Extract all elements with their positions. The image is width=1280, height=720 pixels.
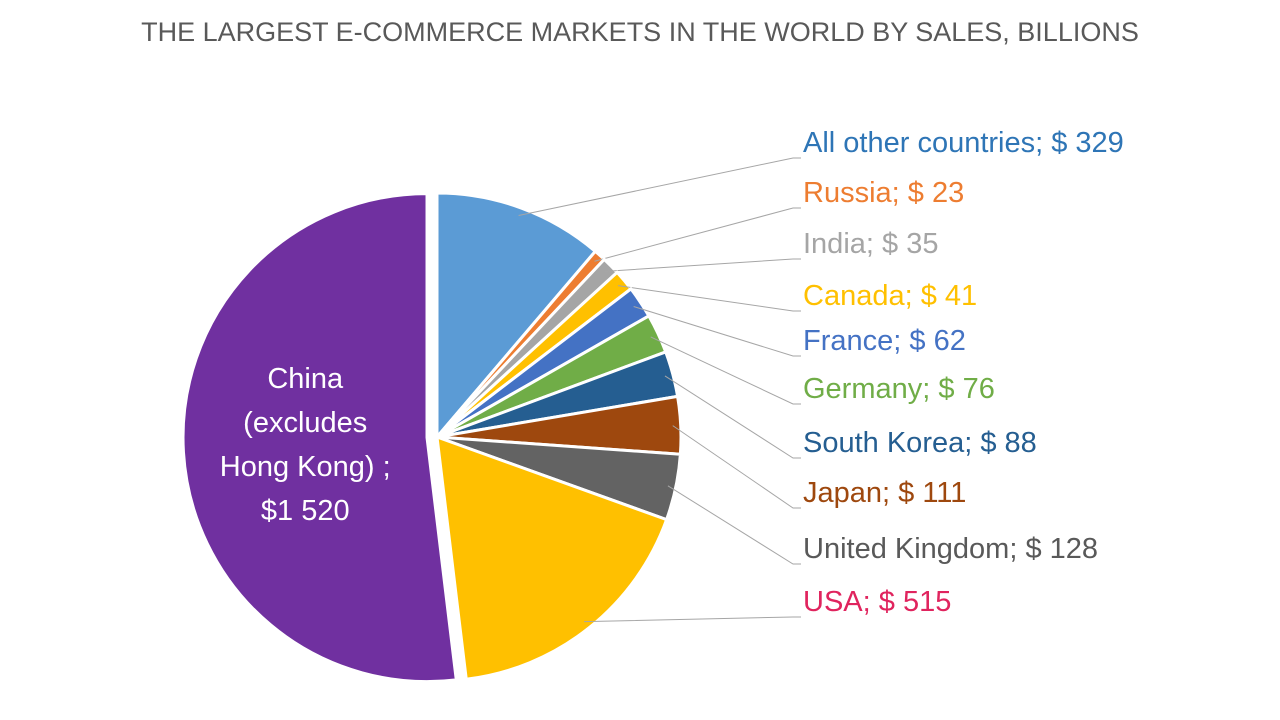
category-label: All other countries xyxy=(803,127,1035,159)
leader-line xyxy=(672,425,801,509)
data-label: All other countries; $ 329 xyxy=(803,127,1124,159)
value-label: ; $ 35 xyxy=(866,228,939,260)
category-label: Canada xyxy=(803,280,905,312)
leader-line xyxy=(667,485,801,565)
value-label: ; $ 128 xyxy=(1009,533,1098,565)
value-label: ; $ 41 xyxy=(905,280,978,312)
category-label: India xyxy=(803,228,867,260)
pie-slice xyxy=(435,434,669,681)
leader-line xyxy=(664,375,801,459)
data-label: South Korea; $ 88 xyxy=(803,427,1037,459)
data-label: United Kingdom; $ 128 xyxy=(803,533,1098,565)
category-label: Japan xyxy=(803,477,882,509)
value-label: ; $ 23 xyxy=(892,177,965,209)
data-label: Japan; $ 111 xyxy=(803,477,966,509)
value-label: ; $ 88 xyxy=(964,427,1037,459)
leader-line xyxy=(617,285,801,312)
category-label: USA xyxy=(803,586,863,618)
data-label: Canada; $ 41 xyxy=(803,280,977,312)
data-label: France; $ 62 xyxy=(803,325,966,357)
category-label: France xyxy=(803,325,893,357)
data-label: Germany; $ 76 xyxy=(803,373,995,405)
chart-title: THE LARGEST E-COMMERCE MARKETS IN THE WO… xyxy=(141,17,1139,47)
leader-line xyxy=(594,207,801,262)
leader-line xyxy=(650,336,801,405)
value-label: ; $ 111 xyxy=(882,477,966,509)
data-label: Russia; $ 23 xyxy=(803,177,964,209)
value-label: ; $1 520 xyxy=(260,450,391,527)
value-label: ; $ 515 xyxy=(863,586,952,618)
category-label: China (excludes Hong Kong) xyxy=(219,362,375,483)
category-label: Germany xyxy=(803,373,923,405)
value-label: ; $ 329 xyxy=(1035,127,1124,159)
data-label: USA; $ 515 xyxy=(803,586,951,618)
value-label: ; $ 62 xyxy=(893,325,966,357)
pie-slice xyxy=(435,191,598,442)
category-label: South Korea xyxy=(803,427,965,459)
inner-label: China (excludes Hong Kong) ; $1 520 xyxy=(205,357,405,533)
leader-line xyxy=(518,157,801,217)
data-label: India; $ 35 xyxy=(803,228,938,260)
leader-line xyxy=(633,306,801,357)
category-label: Russia xyxy=(803,177,893,209)
leader-line xyxy=(584,616,801,623)
category-label: United Kingdom xyxy=(803,533,1009,565)
leader-line xyxy=(605,258,801,272)
pie-slice xyxy=(181,192,458,684)
value-label: ; $ 76 xyxy=(922,373,995,405)
